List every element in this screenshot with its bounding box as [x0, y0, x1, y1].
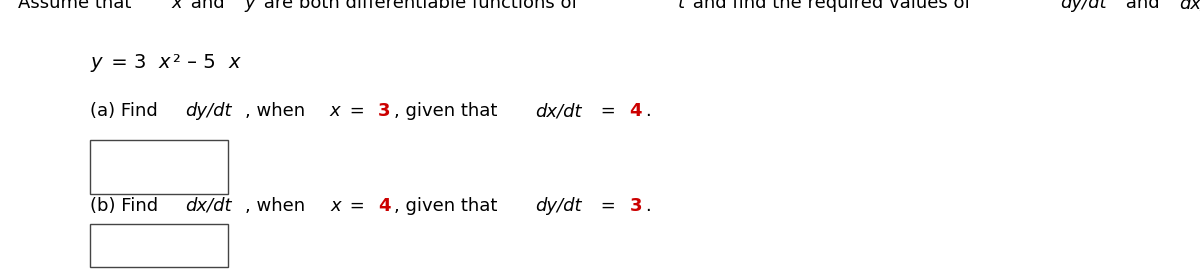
Bar [90, 224, 228, 267]
Text: (b) Find: (b) Find [90, 197, 164, 215]
Text: 3: 3 [629, 197, 642, 215]
Text: =: = [344, 197, 371, 215]
Text: dy/dt: dy/dt [1061, 0, 1106, 12]
Text: x: x [228, 52, 240, 72]
Text: t: t [678, 0, 685, 12]
Text: (a) Find: (a) Find [90, 102, 163, 120]
Text: , when: , when [245, 102, 311, 120]
Text: are both differentiable functions of: are both differentiable functions of [258, 0, 583, 12]
Text: y: y [90, 52, 102, 72]
Text: x: x [330, 197, 341, 215]
Text: dx/dt: dx/dt [535, 102, 581, 120]
Text: ² – 5: ² – 5 [173, 52, 216, 72]
Text: Assume that: Assume that [18, 0, 137, 12]
Text: 3: 3 [378, 102, 390, 120]
Text: , given that: , given that [394, 102, 503, 120]
Text: and: and [186, 0, 230, 12]
Text: = 3: = 3 [104, 52, 146, 72]
Text: dy/dt: dy/dt [535, 197, 582, 215]
Text: dy/dt: dy/dt [185, 102, 232, 120]
Text: =: = [343, 102, 370, 120]
Text: , when: , when [245, 197, 311, 215]
Text: .: . [646, 197, 652, 215]
Text: =: = [595, 197, 622, 215]
Bar [90, 140, 228, 194]
Text: x: x [158, 52, 169, 72]
Text: y: y [244, 0, 254, 12]
Text: .: . [646, 102, 650, 120]
Text: dx/dt: dx/dt [1178, 0, 1200, 12]
Text: and find the required values of: and find the required values of [686, 0, 977, 12]
Text: dx/dt: dx/dt [185, 197, 232, 215]
Text: 4: 4 [629, 102, 641, 120]
Text: , given that: , given that [395, 197, 504, 215]
Text: and: and [1121, 0, 1165, 12]
Text: 4: 4 [378, 197, 391, 215]
Text: =: = [595, 102, 622, 120]
Text: x: x [172, 0, 182, 12]
Text: x: x [330, 102, 341, 120]
